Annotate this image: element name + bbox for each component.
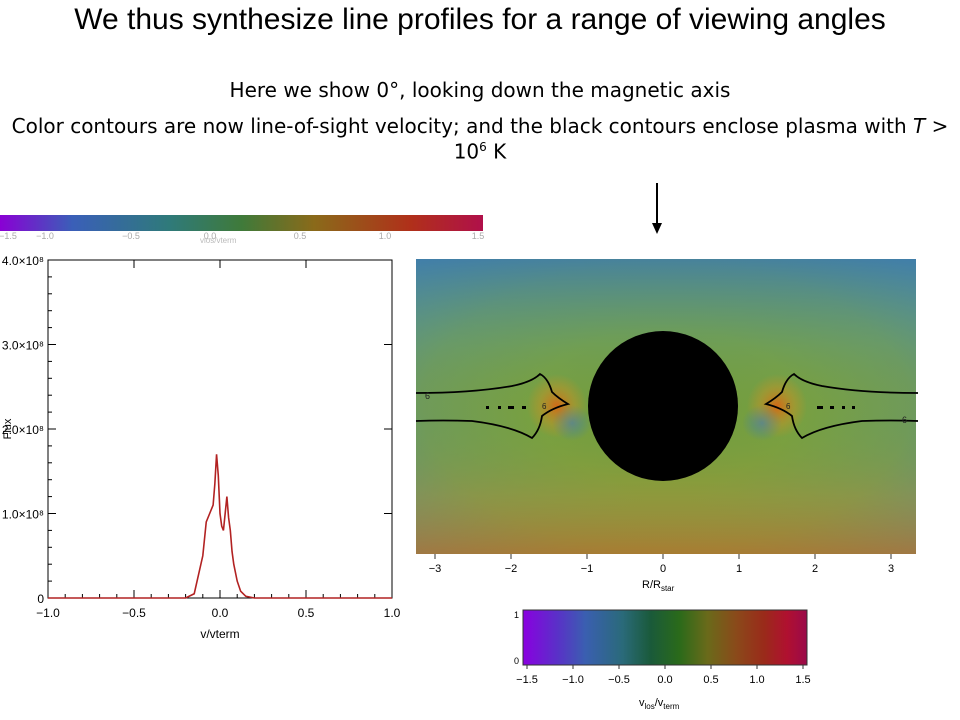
subtitle2-text: Color contours are now line-of-sight vel… <box>11 114 914 138</box>
map-blue-right <box>742 405 782 441</box>
map-x-tick-label: 2 <box>812 563 818 575</box>
map-x-tick-label: −3 <box>429 563 442 575</box>
y-tick-label: 1.0×10⁸ <box>2 508 44 522</box>
contour-label-left: 6 <box>425 391 430 401</box>
map-x-tick-label: 0 <box>660 563 666 575</box>
top-colorbar-tick: 0.0 <box>204 231 217 241</box>
slide-subtitle-2: Color contours are now line-of-sight vel… <box>0 116 960 163</box>
y-axis-label: Flux <box>2 418 14 439</box>
bottom-colorbar-ytick-label: 0 <box>514 656 519 666</box>
top-colorbar-tick: −0.5 <box>122 231 140 241</box>
bottom-colorbar-xtick-label: 1.0 <box>749 674 764 686</box>
star-disk <box>588 331 738 481</box>
top-colorbar-tick: −1.5 <box>0 231 17 241</box>
bottom-colorbar-xtick-label: 1.5 <box>795 674 810 686</box>
subtitle2-unit: K <box>486 139 507 164</box>
x-tick-label: 1.0 <box>384 606 401 620</box>
x-tick-label: −1.0 <box>36 606 60 620</box>
y-tick-label: 3.0×10⁸ <box>2 339 44 353</box>
top-colorbar-label: vlos/vterm <box>200 236 237 244</box>
y-tick-label: 4.0×10⁸ <box>2 254 44 268</box>
top-colorbar-tick: 1.5 <box>472 231 485 241</box>
contour-label-inner-right: 6 <box>786 402 791 411</box>
bottom-colorbar-ytick-label: 1 <box>514 610 519 620</box>
bottom-colorbar-xtick-label: −1.0 <box>562 674 584 686</box>
x-tick-label: 0.0 <box>212 606 229 620</box>
bottom-colorbar-xtick-label: 0.0 <box>657 674 672 686</box>
contour-label-right: 6 <box>902 415 907 425</box>
slide-title: We thus synthesize line profiles for a r… <box>74 3 886 36</box>
flux-line-chart: −1.0 −0.5 0.0 0.5 1.0 0 1.0×10⁸ 2.0×10⁸ 3.0×10⁸ 4… <box>2 254 401 641</box>
x-axis-label: v/vterm <box>200 627 239 641</box>
down-arrow-icon <box>652 183 662 234</box>
subtitle2-gt: > 10 <box>453 114 949 164</box>
flux-line <box>48 454 392 599</box>
subtitle2-T: T <box>913 114 926 138</box>
map-blue-left <box>552 405 592 441</box>
bottom-colorbar-gradient <box>522 609 808 666</box>
bottom-colorbar-xtick-label: 0.5 <box>703 674 718 686</box>
map-x-tick-label: 1 <box>736 563 742 575</box>
chart-frame <box>47 259 393 599</box>
map-xlabel: R/Rstar <box>642 579 675 592</box>
map-x-tick-label: −1 <box>581 563 594 575</box>
contour-right <box>763 372 919 440</box>
subtitle2-exp: 6 <box>479 140 487 154</box>
bottom-colorbar: −1.5 −1.0 −0.5 0.0 0.5 1.0 1.5 1 0 vlos/vterm <box>514 609 811 711</box>
contour-label-inner-left: 6 <box>542 402 547 411</box>
contour-left <box>415 372 571 440</box>
bottom-colorbar-label: vlos/vterm <box>639 697 680 711</box>
y-tick-label: 0 <box>37 592 44 606</box>
y-tick-label: 2.0×10⁸ <box>2 423 44 437</box>
velocity-map: 6 6 6 6 −3 −2 −1 0 1 2 3 R/Rstar <box>415 259 919 592</box>
top-colorbar-tick: 0.5 <box>294 231 307 241</box>
dashed-contour-dots <box>486 406 855 409</box>
bottom-colorbar-xtick-label: −0.5 <box>608 674 630 686</box>
top-colorbar-gradient <box>0 215 483 231</box>
x-tick-label: 0.5 <box>298 606 315 620</box>
map-x-tick-label: −2 <box>505 563 518 575</box>
map-x-tick-label: 3 <box>888 563 894 575</box>
top-colorbar-tick: −1.0 <box>36 231 54 241</box>
x-tick-label: −0.5 <box>122 606 146 620</box>
bottom-colorbar-xtick-label: −1.5 <box>516 674 538 686</box>
top-colorbar-tick: 1.0 <box>379 231 392 241</box>
slide-subtitle-1: Here we show 0°, looking down the magnet… <box>229 78 731 102</box>
top-colorbar: −1.5 −1.0 −0.5 0.0 0.5 1.0 1.5 vlos/vterm <box>0 215 485 244</box>
